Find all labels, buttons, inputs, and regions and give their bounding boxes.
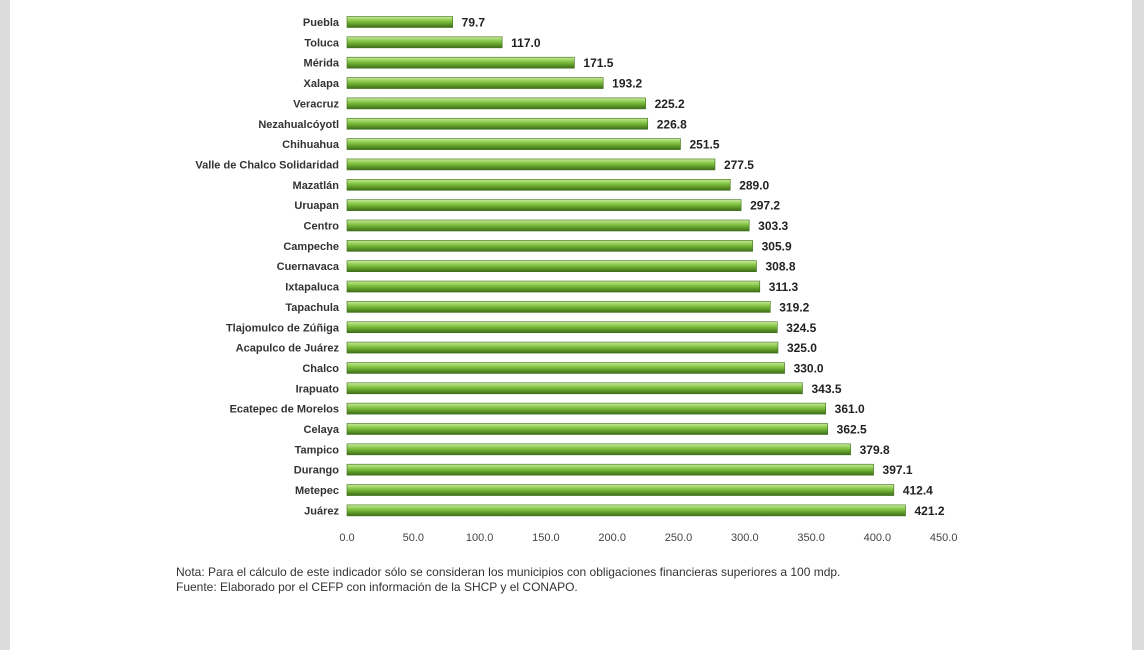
value-label: 305.9 [762,239,792,253]
x-tick-label: 250.0 [665,532,693,544]
category-label: Puebla [303,17,340,29]
bar [346,77,604,89]
category-label: Cuernavaca [277,261,340,273]
x-tick-label: 300.0 [731,532,759,544]
bar [346,443,851,456]
category-label: Tapachula [285,302,339,314]
category-label: Ecatepec de Morelos [230,404,339,416]
bar [346,280,761,293]
category-label: Juárez [304,505,339,517]
category-label: Mazatlán [293,180,340,192]
category-label: Ixtapaluca [285,282,340,294]
bar [346,423,828,435]
x-tick-label: 450.0 [930,532,958,544]
x-tick-label: 350.0 [797,532,825,544]
value-label: 79.7 [462,16,486,30]
x-tick-label: 100.0 [466,532,494,544]
value-label: 117.0 [511,36,541,50]
bar [346,219,750,232]
value-label: 319.2 [779,300,809,314]
value-label: 311.3 [769,280,799,294]
category-label: Metepec [295,485,339,497]
value-label: 303.3 [758,219,788,233]
category-label: Acapulco de Juárez [236,343,340,355]
bar [346,158,716,171]
category-label: Irapuato [296,383,340,395]
bar [346,463,874,476]
bar [346,199,742,211]
x-tick-label: 150.0 [532,532,560,544]
category-label: Tlajomulco de Zúñiga [226,322,340,334]
bar [346,179,731,191]
category-label: Nezahualcóyotl [258,119,339,131]
value-label: 225.2 [655,97,685,111]
category-label: Uruapan [294,200,339,212]
bar [346,16,453,28]
x-tick-label: 50.0 [403,532,424,544]
bar [346,301,771,313]
category-label: Durango [294,465,340,477]
chart-notes: Nota: Para el cálculo de este indicador … [176,565,840,595]
category-label: Chalco [302,363,339,375]
bar [346,362,785,374]
value-label: 330.0 [794,361,824,375]
value-label: 289.0 [739,178,769,192]
value-label: 361.0 [835,402,865,416]
bar [346,341,779,354]
bar [346,260,757,273]
category-label: Centro [304,221,340,233]
category-label: Celaya [304,424,340,436]
value-label: 277.5 [724,158,754,172]
value-label: 251.5 [689,138,719,152]
bar [346,117,649,130]
value-label: 226.8 [657,117,687,131]
source-text: Fuente: Elaborado por el CEFP con inform… [176,580,578,594]
bar [346,504,906,517]
document-page: Puebla 79.7 Toluca 117.0 Mérida 171.5 Xalapa 19… [10,0,1132,650]
value-label: 412.4 [903,484,933,498]
value-label: 308.8 [765,260,795,274]
value-label: 171.5 [583,56,613,70]
category-label: Mérida [304,58,340,70]
x-tick-label: 400.0 [864,532,892,544]
bar [346,97,646,110]
bar [346,56,575,69]
value-label: 325.0 [787,341,817,355]
x-tick-label: 200.0 [598,532,626,544]
value-label: 362.5 [837,423,867,437]
value-label: 379.8 [860,443,890,457]
category-label: Toluca [304,37,340,49]
value-label: 193.2 [612,77,642,91]
bar [346,484,895,496]
bar [346,402,826,415]
bar [346,321,778,334]
bar [346,240,753,252]
value-label: 297.2 [750,199,780,213]
value-label: 343.5 [811,382,841,396]
category-label: Valle de Chalco Solidaridad [195,159,339,171]
bar [346,36,503,49]
x-tick-label: 0.0 [339,532,354,544]
category-label: Campeche [283,241,339,253]
category-label: Veracruz [293,98,339,110]
category-label: Tampico [295,444,340,456]
category-label: Xalapa [304,78,340,90]
value-label: 421.2 [915,504,945,518]
value-label: 397.1 [883,463,913,477]
value-label: 324.5 [786,321,816,335]
note-text: Nota: Para el cálculo de este indicador … [176,565,841,579]
category-label: Chihuahua [282,139,340,151]
bar-chart: Puebla 79.7 Toluca 117.0 Mérida 171.5 Xalapa 19… [195,16,958,545]
bar [346,138,681,150]
bar [346,382,803,395]
